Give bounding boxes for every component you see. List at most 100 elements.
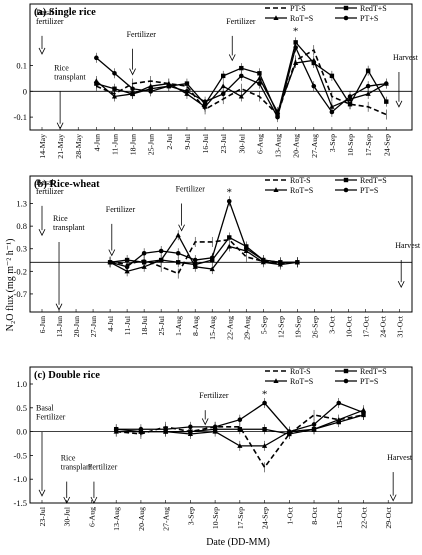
data-point [286, 429, 292, 434]
x-tick-label-20-jun: 20-Jun [72, 316, 81, 337]
annotation-arrow-head [108, 249, 116, 257]
data-point [130, 86, 135, 92]
x-tick-label-28-may: 28-May [74, 134, 83, 159]
x-tick-label-2-jul: 2-Jul [165, 133, 174, 149]
panel-single-rice: (a) Single rice -0.1 0 0.1 14-May 21-May 28-Ma… [14, 3, 419, 159]
data-point [365, 91, 371, 96]
data-point [278, 259, 283, 265]
data-point [192, 257, 198, 263]
data-point [113, 426, 119, 432]
data-point [329, 73, 335, 79]
legend-label: RoT-S [290, 367, 311, 376]
annotation-fertilizer: Fertilizer [199, 391, 229, 400]
plot-frame [29, 366, 413, 504]
data-point [184, 89, 190, 94]
data-point [138, 426, 144, 432]
annotation-arrow-head [38, 489, 46, 497]
svg-text:Fertilizer: Fertilizer [127, 30, 157, 39]
data-point [158, 257, 164, 263]
data-point [261, 443, 268, 448]
data-point [293, 60, 299, 65]
y-tick-label: -1.5 [14, 498, 27, 508]
x-tick-label-24-sep: 24-Sep [261, 507, 270, 529]
x-tick-label-29-oct: 29-Oct [384, 506, 393, 528]
svg-text:Fertilizer: Fertilizer [88, 463, 118, 472]
plot-frame [29, 175, 413, 313]
data-point [365, 83, 371, 89]
legend-item-redt-s: RedT+S [335, 4, 387, 13]
x-tick-label-4-jul: 4-Jul [106, 315, 115, 331]
legend: RoT-S RedT=S RoT=S PT=S [265, 367, 387, 386]
x-axis-label: Date (DD-MM) [206, 537, 270, 548]
x-tick-label-31-oct: 31-Oct [395, 315, 404, 337]
y-tick-label: -1.0 [14, 474, 27, 484]
panel-title: (b) Rice-wheat [34, 179, 100, 190]
legend-item-rot-s: RoT=S [265, 14, 313, 23]
x-tick-label-27-aug: 27-Aug [310, 134, 319, 158]
series-line [109, 199, 298, 268]
data-point [311, 57, 317, 63]
x-tick-label-10-sep: 10-Sep [346, 134, 355, 156]
data-point [192, 264, 198, 269]
y-tick-label: 0.5 [16, 403, 27, 413]
x-tick-label-30-jul: 30-Jul [63, 506, 72, 526]
data-point [238, 93, 244, 99]
annotation-arrow-head [63, 496, 71, 504]
x-tick-label-15-oct: 15-Oct [335, 506, 344, 528]
data-point [237, 443, 243, 448]
x-tick-label-13-aug: 13-Aug [274, 134, 283, 158]
x-tick-label-25-jun: 25-Jun [147, 134, 156, 155]
x-tick-label-5-sep: 5-Sep [259, 316, 268, 334]
x-tick-label-15-aug: 15-Aug [208, 316, 217, 340]
legend-item-rot-s: RoT=S [265, 186, 313, 195]
data-point [148, 89, 154, 94]
x-tick-label-20-aug: 20-Aug [137, 507, 146, 531]
series-pt-s [113, 398, 366, 437]
x-tick-label-3-oct: 3-Oct [327, 315, 336, 334]
data-point [257, 81, 262, 86]
svg-text:Harvest: Harvest [393, 53, 419, 62]
data-point [239, 65, 244, 71]
x-tick-label-17-sep: 17-Sep [364, 134, 373, 156]
x-tick-label-16-jul: 16-Jul [201, 133, 210, 153]
data-point [112, 86, 117, 91]
series-line [95, 45, 387, 119]
annotation-arrow-head [55, 303, 63, 311]
data-point [262, 427, 267, 432]
legend-label: PT=S [360, 186, 378, 195]
annotation-harvest: Harvest [393, 53, 419, 62]
x-tick-label-11-jun: 11-Jun [110, 134, 119, 155]
y-tick-label: -0.7 [14, 289, 27, 299]
y-tick-label: 0.8 [16, 221, 27, 231]
data-point [188, 424, 193, 430]
x-tick-label-22-aug: 22-Aug [225, 316, 234, 340]
annotation-arrow-head [228, 54, 236, 62]
data-point [93, 78, 99, 84]
data-point [329, 104, 335, 109]
data-point [175, 232, 181, 238]
data-point [187, 431, 193, 436]
y-axis-label: N₂O flux (mg m⁻² h⁻¹) [5, 239, 16, 332]
legend-item-pt-s: PT-S [265, 4, 306, 13]
legend-item-pt-s: PT+S [335, 14, 378, 23]
data-point [175, 260, 181, 265]
data-point [226, 198, 232, 204]
series-line [109, 233, 298, 273]
annotation-arrow-head [178, 224, 185, 232]
panel-rice-wheat: (b) Rice-wheat -0.7 -0.2 0.3 0.8 1.3 6-Jun 13-J… [14, 175, 421, 340]
x-tick-label-17-oct: 17-Oct [361, 315, 370, 337]
annotation-arrow-head [56, 122, 64, 130]
data-point [226, 243, 232, 249]
x-tick-label-18-jun: 18-Jun [129, 134, 138, 155]
x-tick-label-18-jul: 18-Jul [140, 315, 149, 335]
data-point [293, 40, 298, 45]
data-point [347, 94, 353, 99]
x-tick-label-10-sep: 10-Sep [211, 507, 220, 529]
x-tick-label-14-may: 14-May [38, 134, 47, 159]
annotation-arrow-head [38, 47, 46, 55]
data-point [311, 422, 317, 427]
data-point [383, 81, 389, 86]
